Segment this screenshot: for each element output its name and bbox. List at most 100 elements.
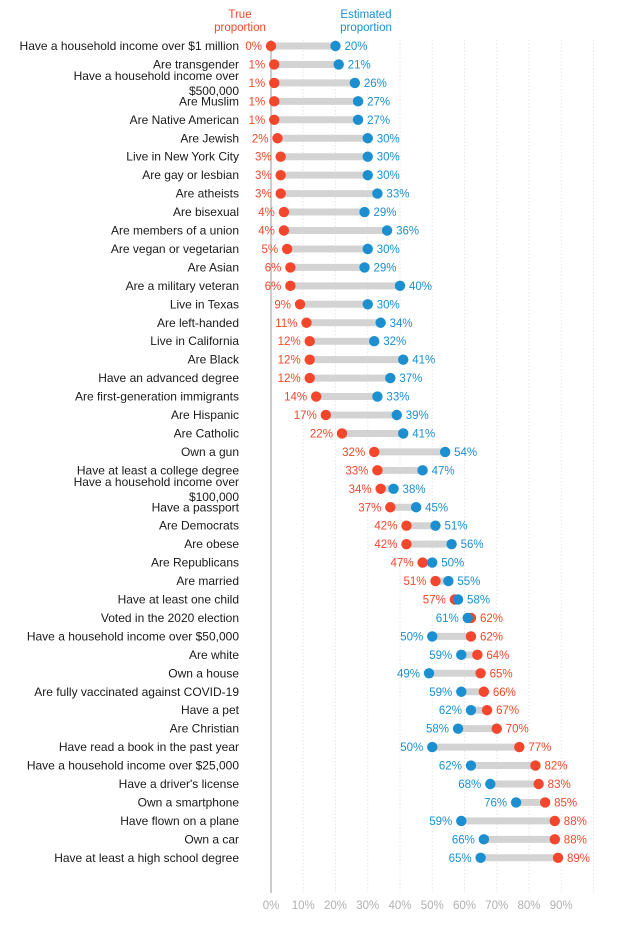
category-label: Own a house bbox=[168, 666, 239, 680]
category-label: Are vegan or vegetarian bbox=[111, 242, 239, 256]
chart-row: Are Catholic 22% 41% bbox=[174, 426, 436, 440]
estimated-dot bbox=[452, 723, 464, 734]
true-dot bbox=[310, 391, 322, 402]
true-value-label: 6% bbox=[265, 281, 282, 293]
chart-row: Are Muslim 1% 27% bbox=[179, 94, 390, 108]
estimated-value-label: 59% bbox=[429, 687, 452, 699]
estimated-dot bbox=[352, 114, 364, 126]
true-value-label: 4% bbox=[258, 207, 275, 219]
category-label: Are Native American bbox=[130, 113, 239, 127]
chart-row: Are Christian 58% 70% bbox=[170, 722, 529, 736]
x-tick-label: 0% bbox=[263, 900, 280, 912]
category-label: Are members of a union bbox=[111, 224, 239, 238]
chart-row: Have a household income over$100,000 34% 3… bbox=[74, 475, 426, 504]
true-dot bbox=[491, 723, 502, 734]
estimated-value-label: 56% bbox=[461, 539, 484, 551]
estimated-value-label: 29% bbox=[374, 207, 397, 219]
chart-row: Have at least a high school degree 65% 89% bbox=[54, 851, 590, 865]
estimated-dot bbox=[465, 760, 477, 771]
category-label: Have at least one child bbox=[118, 593, 239, 607]
true-dot bbox=[539, 797, 551, 808]
x-tick-label: 60% bbox=[453, 900, 476, 912]
estimated-value-label: 30% bbox=[377, 152, 400, 164]
chart-row: Are transgender 1% 21% bbox=[153, 57, 371, 71]
true-value-label: 1% bbox=[249, 115, 266, 127]
true-value-label: 17% bbox=[294, 410, 317, 422]
estimated-dot bbox=[478, 834, 490, 845]
x-tick-label: 90% bbox=[550, 900, 573, 912]
category-label: Have a household income over $25,000 bbox=[27, 759, 239, 773]
true-value-label: 67% bbox=[496, 705, 519, 717]
category-label: Have a household income over $1 million bbox=[20, 39, 239, 53]
chart-row: Are atheists 3% 33% bbox=[176, 187, 410, 201]
category-label: Are white bbox=[189, 648, 239, 662]
estimated-value-label: 30% bbox=[377, 299, 400, 311]
true-value-label: 11% bbox=[275, 318, 297, 330]
true-value-label: 3% bbox=[255, 189, 272, 201]
estimated-dot bbox=[330, 40, 341, 52]
category-label: Are Democrats bbox=[159, 519, 239, 533]
category-label: Have a household income over bbox=[74, 475, 239, 489]
category-label: Are gay or lesbian bbox=[142, 168, 239, 182]
true-value-label: 33% bbox=[345, 465, 368, 477]
true-value-label: 14% bbox=[284, 392, 307, 404]
estimated-dot bbox=[372, 391, 383, 402]
true-value-label: 32% bbox=[342, 447, 365, 459]
chart-row: Are obese 42% 56% bbox=[184, 537, 483, 551]
true-value-label: 66% bbox=[493, 687, 516, 699]
estimated-value-label: 32% bbox=[383, 336, 406, 348]
chart-row: Voted in the 2020 election 61% 62% bbox=[101, 611, 503, 625]
chart-row: Have an advanced degree 12% 37% bbox=[98, 371, 422, 385]
true-value-label: 1% bbox=[249, 96, 266, 108]
estimated-value-label: 38% bbox=[403, 484, 426, 496]
x-tick-label: 10% bbox=[292, 900, 315, 912]
true-value-label: 9% bbox=[274, 299, 291, 311]
true-value-label: 3% bbox=[255, 170, 272, 182]
category-label: Own a gun bbox=[181, 445, 239, 459]
estimated-value-label: 36% bbox=[396, 226, 419, 238]
chart-row: Have at least one child 57% 58% bbox=[118, 593, 490, 607]
estimated-value-label: 66% bbox=[452, 834, 475, 846]
true-value-label: 83% bbox=[548, 779, 571, 791]
x-tick-label: 50% bbox=[421, 900, 444, 912]
true-value-label: 64% bbox=[486, 650, 509, 662]
legend: True proportion Estimated proportion bbox=[214, 9, 392, 34]
true-dot bbox=[401, 520, 412, 531]
estimated-dot bbox=[446, 538, 457, 550]
true-value-label: 42% bbox=[374, 539, 397, 551]
estimated-value-label: 40% bbox=[409, 281, 432, 293]
true-value-label: 89% bbox=[567, 853, 590, 865]
estimated-value-label: 41% bbox=[412, 355, 435, 367]
estimated-value-label: 65% bbox=[449, 853, 472, 865]
category-label: Own a smartphone bbox=[138, 795, 240, 809]
true-value-label: 3% bbox=[255, 152, 272, 164]
estimated-value-label: 55% bbox=[457, 576, 480, 588]
true-dot bbox=[278, 225, 290, 236]
estimated-dot bbox=[391, 409, 402, 421]
estimated-dot bbox=[410, 502, 422, 513]
estimated-dot bbox=[375, 317, 386, 328]
true-dot bbox=[269, 96, 280, 107]
true-dot bbox=[265, 40, 277, 52]
true-dot bbox=[285, 262, 296, 273]
chart-row: Are gay or lesbian 3% 30% bbox=[142, 168, 400, 182]
category-label: Are obese bbox=[184, 537, 239, 551]
category-label: Are transgender bbox=[153, 57, 239, 71]
estimated-value-label: 58% bbox=[426, 724, 449, 736]
chart-row: Live in California 12% 32% bbox=[150, 334, 406, 348]
true-value-label: 4% bbox=[258, 226, 275, 238]
true-dot bbox=[304, 372, 315, 384]
true-value-label: 88% bbox=[564, 816, 587, 828]
true-dot bbox=[430, 575, 441, 587]
true-dot bbox=[549, 815, 560, 827]
true-dot bbox=[465, 631, 477, 642]
true-dot bbox=[533, 778, 544, 790]
x-tick-label: 70% bbox=[485, 900, 508, 912]
category-label: Voted in the 2020 election bbox=[101, 611, 239, 625]
true-dot bbox=[369, 446, 380, 458]
category-label: Have a pet bbox=[181, 703, 240, 717]
estimated-dot bbox=[385, 372, 396, 384]
estimated-value-label: 20% bbox=[345, 41, 368, 53]
estimated-dot bbox=[349, 77, 361, 89]
estimated-dot bbox=[398, 428, 409, 439]
